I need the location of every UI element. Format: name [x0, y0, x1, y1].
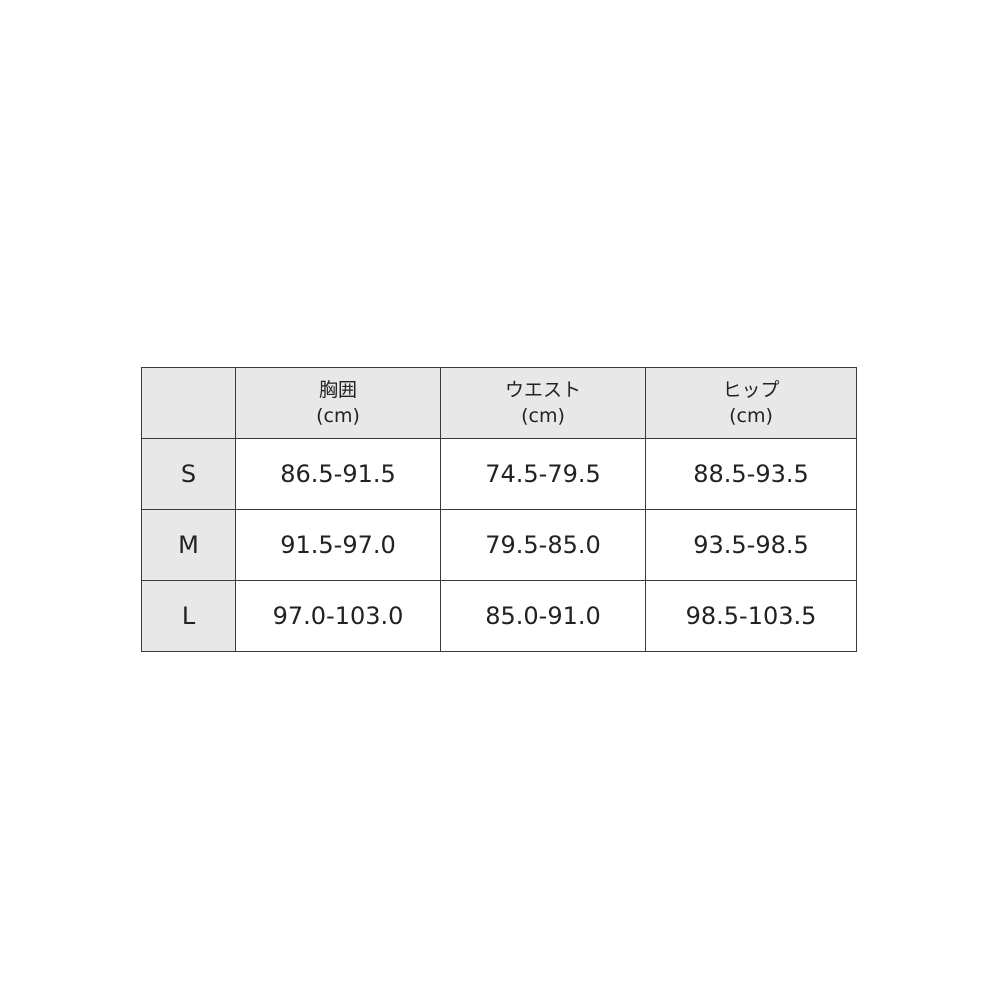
table-row: M 91.5-97.0 79.5-85.0 93.5-98.5: [141, 509, 857, 581]
size-label: M: [141, 509, 236, 581]
waist-value: 74.5-79.5: [440, 438, 646, 510]
header-waist: ウエスト (cm): [440, 367, 646, 439]
hip-value: 93.5-98.5: [645, 509, 857, 581]
size-label: S: [141, 438, 236, 510]
header-hip: ヒップ (cm): [645, 367, 857, 439]
chest-value: 97.0-103.0: [235, 580, 441, 652]
size-chart-table: 胸囲 (cm) ウエスト (cm) ヒップ (cm) S 86.5-91.5 74.5…: [141, 367, 857, 652]
chest-value: 91.5-97.0: [235, 509, 441, 581]
hip-value: 88.5-93.5: [645, 438, 857, 510]
table-row: L 97.0-103.0 85.0-91.0 98.5-103.5: [141, 580, 857, 652]
size-label: L: [141, 580, 236, 652]
table-header-row: 胸囲 (cm) ウエスト (cm) ヒップ (cm): [141, 367, 857, 439]
waist-value: 85.0-91.0: [440, 580, 646, 652]
header-chest: 胸囲 (cm): [235, 367, 441, 439]
waist-value: 79.5-85.0: [440, 509, 646, 581]
hip-value: 98.5-103.5: [645, 580, 857, 652]
table-row: S 86.5-91.5 74.5-79.5 88.5-93.5: [141, 438, 857, 510]
chest-value: 86.5-91.5: [235, 438, 441, 510]
corner-cell: [141, 367, 236, 439]
